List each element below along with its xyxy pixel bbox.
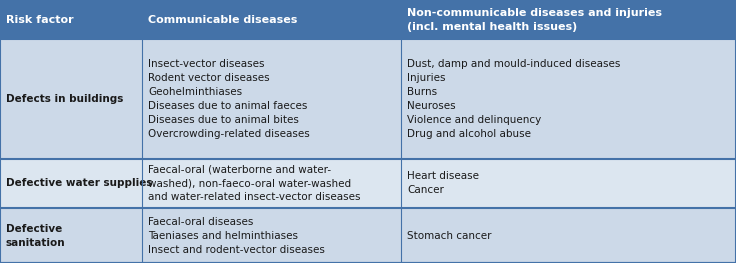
Text: Defects in buildings: Defects in buildings: [6, 94, 123, 104]
Bar: [401, 0, 736, 39]
Bar: [142, 0, 401, 39]
Bar: [142, 39, 401, 159]
Text: Non-communicable diseases and injuries
(incl. mental health issues): Non-communicable diseases and injuries (…: [407, 8, 662, 32]
Bar: [401, 208, 736, 263]
Text: Insect-vector diseases
Rodent vector diseases
Geohelminthiases
Diseases due to a: Insect-vector diseases Rodent vector dis…: [148, 59, 310, 139]
Text: Defective
sanitation: Defective sanitation: [6, 224, 66, 248]
Bar: [0, 208, 142, 263]
Text: Defective water supplies: Defective water supplies: [6, 178, 152, 188]
Text: Faecal-oral diseases
Taeniases and helminthiases
Insect and rodent-vector diseas: Faecal-oral diseases Taeniases and helmi…: [148, 217, 325, 255]
Bar: [142, 159, 401, 208]
Text: Stomach cancer: Stomach cancer: [407, 231, 492, 241]
Text: Heart disease
Cancer: Heart disease Cancer: [407, 171, 479, 195]
Bar: [142, 208, 401, 263]
Text: Dust, damp and mould-induced diseases
Injuries
Burns
Neuroses
Violence and delin: Dust, damp and mould-induced diseases In…: [407, 59, 620, 139]
Bar: [0, 39, 142, 159]
Text: Faecal-oral (waterborne and water-
washed), non-faeco-oral water-washed
and wate: Faecal-oral (waterborne and water- washe…: [148, 164, 361, 203]
Text: Communicable diseases: Communicable diseases: [148, 15, 297, 25]
Bar: [401, 39, 736, 159]
Bar: [0, 159, 142, 208]
Bar: [401, 159, 736, 208]
Text: Risk factor: Risk factor: [6, 15, 74, 25]
Bar: [0, 0, 142, 39]
